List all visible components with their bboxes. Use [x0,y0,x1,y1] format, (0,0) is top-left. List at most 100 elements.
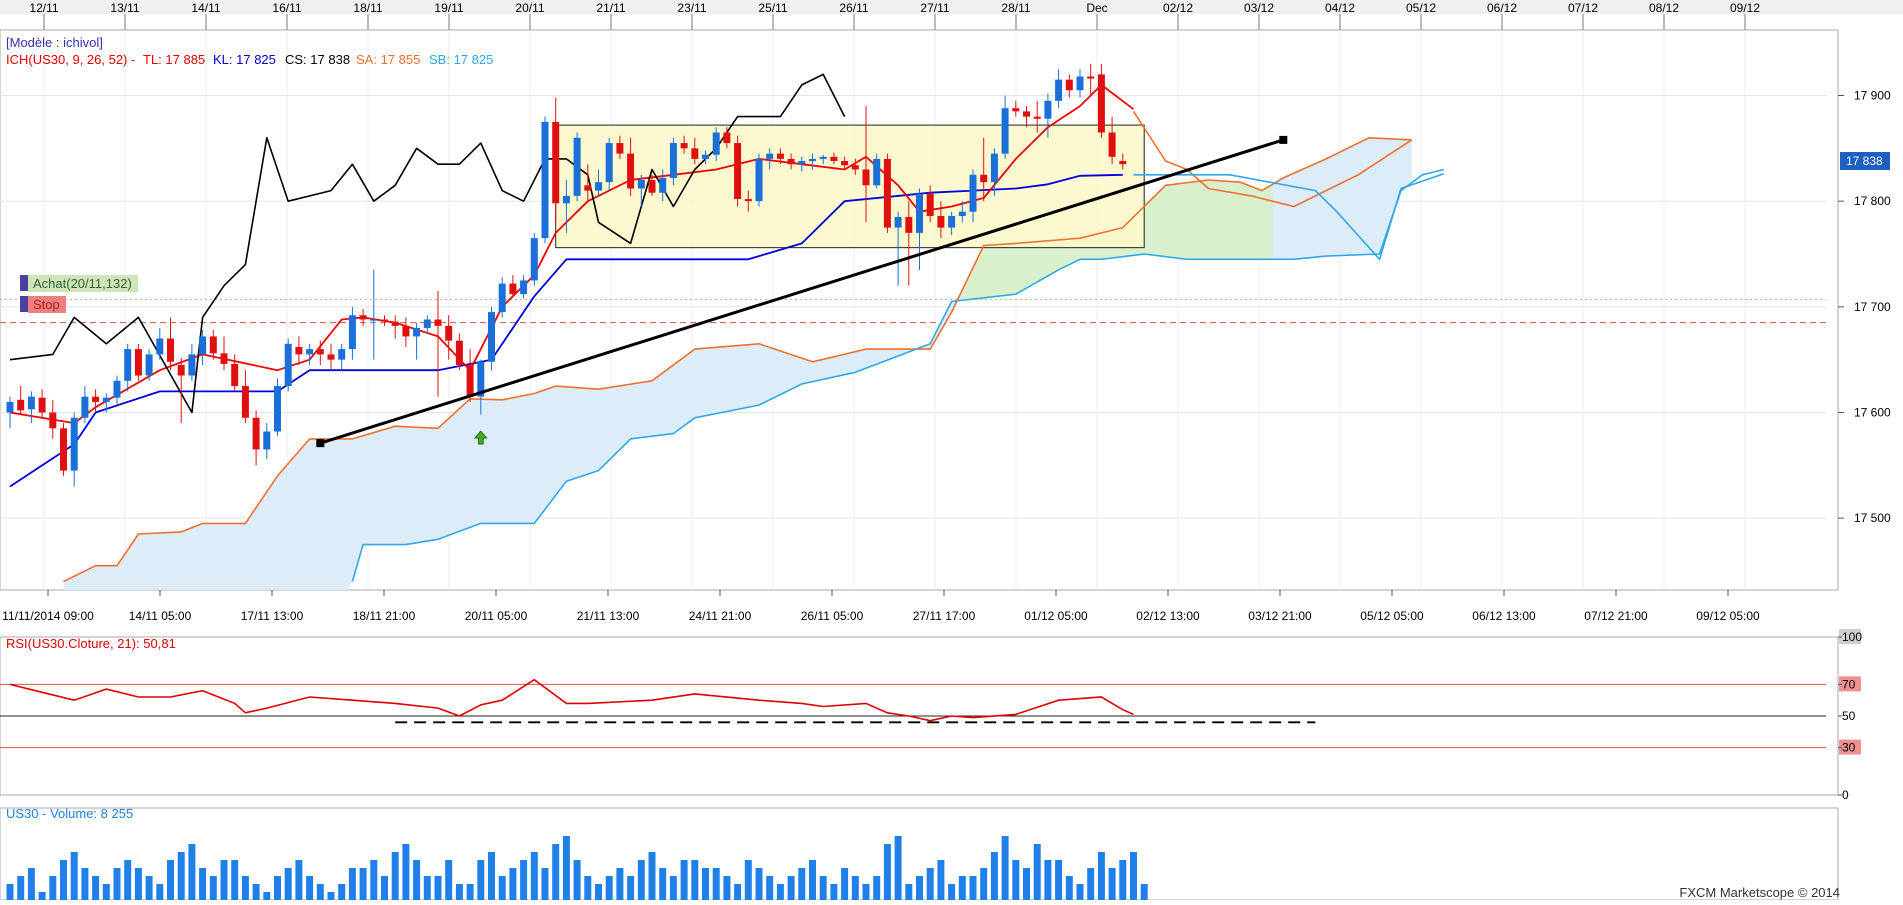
top-date-label: 23/11 [677,1,706,15]
top-date-label: 28/11 [1001,1,1030,15]
trendline [319,138,1284,445]
top-date-label: 05/12 [1406,1,1436,15]
volume-bar [1076,884,1084,900]
candle-body [455,340,463,365]
candle-body [391,321,399,326]
candle-body [60,428,67,471]
candle-body [798,161,806,165]
volume-bar [466,884,474,900]
candle-body [167,338,174,362]
volume-bar [274,876,281,900]
candle-body [177,364,185,376]
volume-bar [1108,868,1116,900]
buy-label: Achat(20/11,132) [33,276,132,291]
bottom-date-label: 24/11 21:00 [689,609,752,623]
candle-body [894,217,902,228]
volume-bar [734,884,742,900]
sb-label: SB: 17 825 [429,52,493,67]
volume-bar [113,868,121,900]
rsi-level-tag [1839,787,1861,802]
volume-bar [402,844,410,900]
top-date-label: 13/11 [110,1,139,15]
candle-body [819,156,827,159]
volume-bar [1087,868,1095,900]
bottom-date-label: 09/12 05:00 [1696,609,1760,623]
candle-body [659,177,667,193]
candle-body [637,180,645,189]
volume-bar [916,876,923,900]
rsi-level-tag [1839,708,1861,723]
candle-body [648,180,656,193]
buy-label-box [28,275,138,292]
buy-marker [20,275,28,291]
candle-body [70,417,78,471]
volume-bar [241,876,249,900]
volume-bar [167,860,174,900]
bottom-date-label: 07/12 21:00 [1584,609,1648,623]
candle-body [990,153,998,183]
volume-bar [851,876,859,900]
candle-body [295,346,303,355]
volume-bar [1130,852,1137,900]
candle-body [370,319,378,321]
candle-body [402,325,410,337]
volume-bar [541,868,549,900]
candle-body [381,319,388,322]
candle-body [498,283,506,313]
candle-body [541,121,549,239]
volume-bar [434,876,442,900]
candle-body [1023,111,1030,117]
candle-body [145,354,153,376]
candle-body [969,174,977,212]
candle-body [1108,132,1116,157]
volume-bar [134,868,142,900]
candle-body [134,349,142,376]
candle-body [1119,161,1127,165]
candle-body [723,132,731,144]
candle-body [359,315,367,320]
rsi-level-tag [1839,676,1861,692]
candle-body [862,169,870,186]
volume-bar [263,892,271,900]
candle-body [477,361,485,397]
bottom-date-label: 18/11 21:00 [353,609,416,623]
candle-body [241,386,249,418]
volume-bar [573,860,581,900]
candle-body [873,158,881,186]
volume-bar [70,852,78,900]
y-tick-label: 17 500 [1854,511,1891,525]
volume-bar [637,860,645,900]
rsi-level-label: 50 [1842,709,1856,723]
volume-bar [648,852,656,900]
volume-bar [969,876,977,900]
volume-bar [370,860,378,900]
volume-bar [306,876,314,900]
candle-body [744,199,752,202]
candle-body [584,185,592,191]
bottom-date-label: 03/12 21:00 [1248,609,1312,623]
volume-bar [145,876,153,900]
rsi-level-tag [1839,739,1861,755]
candle-body [316,349,324,355]
sa-label: SA: 17 855 [356,52,420,67]
candle-body [1044,100,1052,119]
volume-bar [862,884,870,900]
candle-body [413,327,421,337]
senkou-span-a-line [63,137,1412,583]
volume-bar [755,868,763,900]
bottom-date-label: 26/11 05:00 [801,609,864,623]
candle-body [423,319,431,328]
candle-body [1055,79,1063,101]
candle-body [92,396,100,402]
volume-bar [958,876,966,900]
volume-bar [680,860,688,900]
senkou-span-b-future-line [1133,172,1445,261]
volume-bar [27,868,35,900]
top-date-label: 12/11 [29,1,58,15]
volume-bar [231,860,239,900]
volume-bar [873,876,881,900]
top-date-label: 07/12 [1568,1,1598,15]
candle-body [1033,116,1041,119]
model-label: [Modèle : ichivol] [6,35,103,50]
